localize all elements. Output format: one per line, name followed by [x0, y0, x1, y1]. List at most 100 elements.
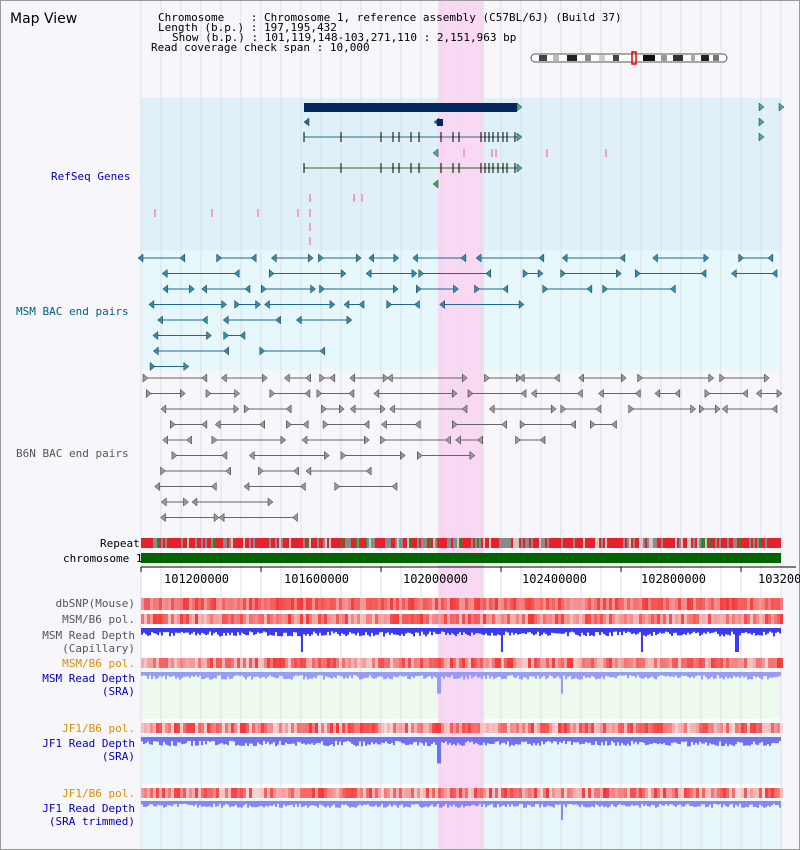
jf1-pol-2-heat — [612, 788, 615, 798]
jf1-sra-depth-bar — [455, 737, 457, 746]
jf1-trim-depth-bar — [279, 801, 281, 808]
jf1-pol-heat — [567, 723, 570, 733]
jf1-pol-2-heat — [510, 788, 513, 798]
dbsnp-heat — [720, 598, 723, 610]
msm-sra-depth-bar — [689, 672, 691, 679]
msm-sra-depth-bar — [549, 672, 551, 676]
ideogram-band — [691, 55, 695, 61]
msm-capillary-depth-bar — [749, 628, 751, 634]
jf1-pol-2-heat — [417, 788, 420, 798]
jf1-pol-heat — [495, 723, 498, 733]
msm-capillary-depth-bar — [711, 628, 713, 633]
b6n-bac-pair-end — [214, 419, 221, 430]
dbsnp-heat — [291, 598, 294, 610]
msm-capillary-depth-bar — [679, 628, 681, 636]
jf1-pol-2-heat — [276, 788, 279, 798]
msm-pol-heat — [186, 614, 189, 624]
track-label-msm-bac[interactable]: MSM BAC end pairs — [16, 305, 129, 318]
jf1-pol-heat — [288, 723, 291, 733]
dbsnp-heat — [537, 598, 540, 610]
ideogram-band — [539, 55, 547, 61]
msm-sra-depth-bar — [435, 672, 437, 678]
jf1-trim-depth-bar — [745, 801, 747, 807]
b6n-bac-pair-end — [742, 388, 748, 399]
info-span-key: Read coverage check span — [151, 41, 310, 54]
msm-pol-heat — [279, 614, 282, 624]
jf1-pol-2-heat — [339, 788, 342, 798]
repeat-mark — [607, 538, 609, 548]
jf1-sra-depth-bar — [769, 737, 771, 747]
jf1-sra-depth-bar — [687, 737, 689, 747]
msm-pol-heat — [216, 614, 219, 624]
jf1-trim-depth-bar — [163, 801, 165, 808]
msm-pol-heat — [156, 614, 159, 624]
msm-pol-heat — [705, 614, 708, 624]
msm-bac-pair-end — [414, 299, 420, 310]
repeat-mark — [315, 538, 317, 548]
jf1-trim-depth-bar — [389, 801, 391, 805]
dbsnp-heat — [264, 598, 267, 610]
track-label-refseq[interactable]: RefSeq Genes — [51, 170, 131, 183]
jf1-sra-depth-bar — [407, 737, 409, 745]
msm-sra-depth-bar — [275, 672, 277, 679]
dbsnp-heat — [378, 598, 381, 610]
msm-capillary-depth-bar — [595, 628, 597, 633]
jf1-sra-depth-bar — [273, 737, 275, 743]
repeat-mark — [715, 538, 717, 548]
msm-sra-depth-bar — [699, 672, 701, 676]
dbsnp-heat — [684, 598, 687, 610]
repeat-mark — [235, 538, 237, 548]
jf1-pol-heat — [735, 723, 738, 733]
msm-capillary-depth-bar — [335, 628, 337, 632]
track-label-b6n-bac[interactable]: B6N BAC end pairs — [16, 447, 129, 460]
b6n-bac-pair-end — [719, 373, 726, 383]
repeat-mark — [729, 538, 731, 548]
msm-pol-heat — [408, 614, 411, 624]
msm-pol-heat — [450, 614, 453, 624]
jf1-trim-depth-bar — [535, 801, 537, 805]
jf1-pol-heat — [681, 723, 684, 733]
msm-sra-depth-bar — [655, 672, 657, 680]
jf1-trim-depth-bar — [537, 801, 539, 805]
jf1-pol-2-heat — [582, 788, 585, 798]
jf1-pol-heat — [423, 723, 426, 733]
repeat-mark — [763, 538, 765, 548]
dbsnp-heat — [315, 598, 318, 610]
b6n-bac-pair-end — [501, 419, 507, 430]
msm-pol-2-heat — [723, 658, 726, 668]
repeat-mark — [225, 538, 227, 548]
msm-sra-depth-bar — [743, 672, 745, 678]
jf1-pol-2-heat — [531, 788, 534, 798]
jf1-pol-heat — [171, 723, 174, 733]
b6n-bac-pair-end — [363, 419, 370, 430]
dbsnp-heat — [345, 598, 348, 610]
msm-sra-depth-bar — [467, 672, 469, 680]
msm-capillary-depth-bar — [393, 628, 395, 635]
repeat-mark — [453, 538, 455, 548]
dbsnp-heat — [237, 598, 240, 610]
msm-pol-2-heat — [546, 658, 549, 668]
jf1-trim-depth-bar — [233, 801, 235, 807]
jf1-sra-depth-bar — [247, 737, 249, 746]
jf1-pol-2-heat — [555, 788, 558, 798]
msm-sra-depth-bar — [285, 672, 287, 680]
msm-pol-heat — [681, 614, 684, 624]
repeat-mark — [623, 538, 625, 548]
msm-sra-depth-bar — [637, 672, 639, 676]
msm-capillary-depth-bar — [413, 628, 415, 637]
repeat-mark — [605, 538, 607, 548]
jf1-pol-heat — [729, 723, 732, 733]
repeat-mark — [503, 538, 505, 548]
msm-pol-heat — [477, 614, 480, 624]
jf1-sra-depth-bar — [619, 737, 621, 746]
msm-pol-2-heat — [600, 658, 603, 668]
dbsnp-heat — [753, 598, 756, 610]
msm-sra-depth-bar — [737, 672, 739, 677]
jf1-trim-depth-bar — [503, 801, 505, 806]
dbsnp-heat — [579, 598, 582, 610]
jf1-pol-2-heat — [600, 788, 603, 798]
jf1-sra-depth-bar — [325, 737, 327, 746]
jf1-pol-2-heat — [513, 788, 516, 798]
jf1-trim-depth-bar — [517, 801, 519, 806]
